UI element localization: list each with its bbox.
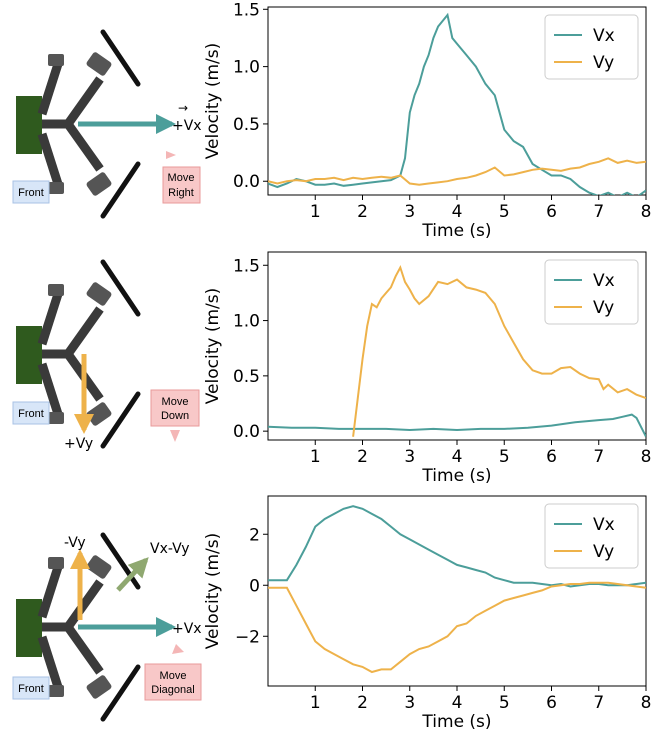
x-tick-label: 5 (499, 202, 510, 222)
y-axis-label: Velocity (m/s) (203, 288, 223, 405)
vector-arrow-glyph: → (178, 101, 188, 115)
y-tick-label: 0.0 (233, 422, 260, 442)
x-tick-label: 8 (641, 202, 652, 222)
y-tick-label: 0.0 (233, 172, 260, 192)
velocity-chart-3: 1 2 3 4 5 6 7 8 −2 0 2 Time (s) Velocity (m/s) Vx Vy (203, 495, 652, 732)
x-tick-label: 8 (641, 693, 652, 713)
x-tick-label: 7 (593, 202, 604, 222)
y-tick-label: 2 (249, 525, 260, 545)
series-line-vx (268, 505, 646, 588)
y-axis-label: Velocity (m/s) (203, 533, 223, 650)
move-label-line2: Diagonal (151, 684, 194, 696)
x-tick-label: 1 (310, 693, 321, 713)
robot-diagram-2: +Vy Move Down Front (12, 262, 200, 452)
x-tick-label: 3 (404, 447, 415, 467)
series-line-vx (268, 413, 646, 438)
move-arrow-icon (172, 644, 184, 654)
series-lines (268, 12, 646, 195)
x-tick-label: 4 (452, 447, 463, 467)
x-tick-label: 8 (641, 447, 652, 467)
x-tick-label: 2 (357, 202, 368, 222)
x-tick-label: 4 (452, 202, 463, 222)
x-tick-label: 4 (452, 693, 463, 713)
front-box-1 (12, 180, 50, 204)
series-line-vx (268, 12, 646, 195)
diag-label: Vx-Vy (150, 541, 190, 557)
x-axis-label: Time (s) (421, 466, 491, 486)
front-box-3 (12, 676, 50, 700)
velocity-chart-1: 1 2 3 4 5 6 7 8 0.0 0.5 1.0 1.5 Time (s) Velocity (m/… (203, 0, 651, 241)
legend-label-vx: Vx (593, 515, 615, 535)
x-tick-label: 1 (310, 202, 321, 222)
velocity-chart-2: 1 2 3 4 5 6 7 8 0.0 0.5 1.0 1.5 Time (s) Velocity (m/… (203, 251, 652, 486)
vy-label: +Vy (64, 436, 93, 452)
diag-arrow (116, 557, 149, 592)
y-tick-label: 0.5 (233, 367, 260, 387)
x-tick-label: 6 (546, 447, 557, 467)
move-box-1 (162, 166, 201, 204)
front-label: Front (18, 408, 44, 420)
x-tick-label: 6 (546, 693, 557, 713)
move-label-line2: Right (168, 187, 194, 199)
y-tick-label: −2 (235, 627, 260, 647)
move-label-line1: Move (160, 670, 187, 682)
legend-label-vy: Vy (593, 53, 614, 73)
move-arrow-icon (170, 430, 180, 442)
front-box-2 (12, 401, 50, 425)
series-line-vy (268, 581, 646, 674)
move-label-line2: Down (161, 410, 189, 422)
move-arrow-icon (166, 151, 176, 159)
legend-label-vx: Vx (593, 26, 615, 46)
front-label: Front (18, 683, 44, 695)
move-label-line1: Move (168, 172, 195, 184)
neg-vy-label: -Vy (64, 535, 86, 551)
x-tick-label: 5 (499, 447, 510, 467)
vx-label: +Vx (172, 621, 202, 637)
legend-label-vy: Vy (593, 542, 614, 562)
move-box-3 (144, 663, 202, 701)
legend (544, 14, 639, 80)
series-lines (268, 264, 646, 438)
legend-label-vy: Vy (593, 298, 614, 318)
x-tick-label: 1 (310, 447, 321, 467)
y-tick-label: 0 (249, 576, 260, 596)
legend (544, 503, 639, 569)
y-tick-label: 0.5 (233, 115, 260, 135)
x-axis-label: Time (s) (421, 712, 491, 730)
x-tick-label: 6 (546, 202, 557, 222)
x-axis-label: Time (s) (421, 221, 491, 241)
series-line-vy (268, 157, 646, 186)
y-axis-label: Velocity (m/s) (203, 43, 223, 160)
x-tick-label: 3 (404, 202, 415, 222)
robot-diagram-3: +Vx -Vy Vx-Vy Move Diagonal Front (13, 535, 202, 719)
y-tick-label: 1.5 (233, 0, 260, 20)
move-label-line1: Move (162, 396, 189, 408)
robot-diagram-1: +Vx → Move Right Front (13, 32, 202, 216)
x-tick-label: 2 (357, 447, 368, 467)
legend-label-vx: Vx (593, 271, 615, 291)
x-tick-label: 7 (593, 693, 604, 713)
x-tick-label: 5 (499, 693, 510, 713)
legend (544, 259, 639, 325)
y-tick-label: 1.0 (233, 312, 260, 332)
x-tick-label: 2 (357, 693, 368, 713)
x-tick-label: 3 (404, 693, 415, 713)
series-lines (268, 505, 646, 674)
y-tick-label: 1.5 (233, 256, 260, 276)
vx-label: +Vx (172, 118, 202, 134)
front-label: Front (18, 187, 44, 199)
series-line-vy (352, 264, 646, 437)
move-box-2 (150, 389, 200, 427)
y-tick-label: 1.0 (233, 58, 260, 78)
x-tick-label: 7 (593, 447, 604, 467)
